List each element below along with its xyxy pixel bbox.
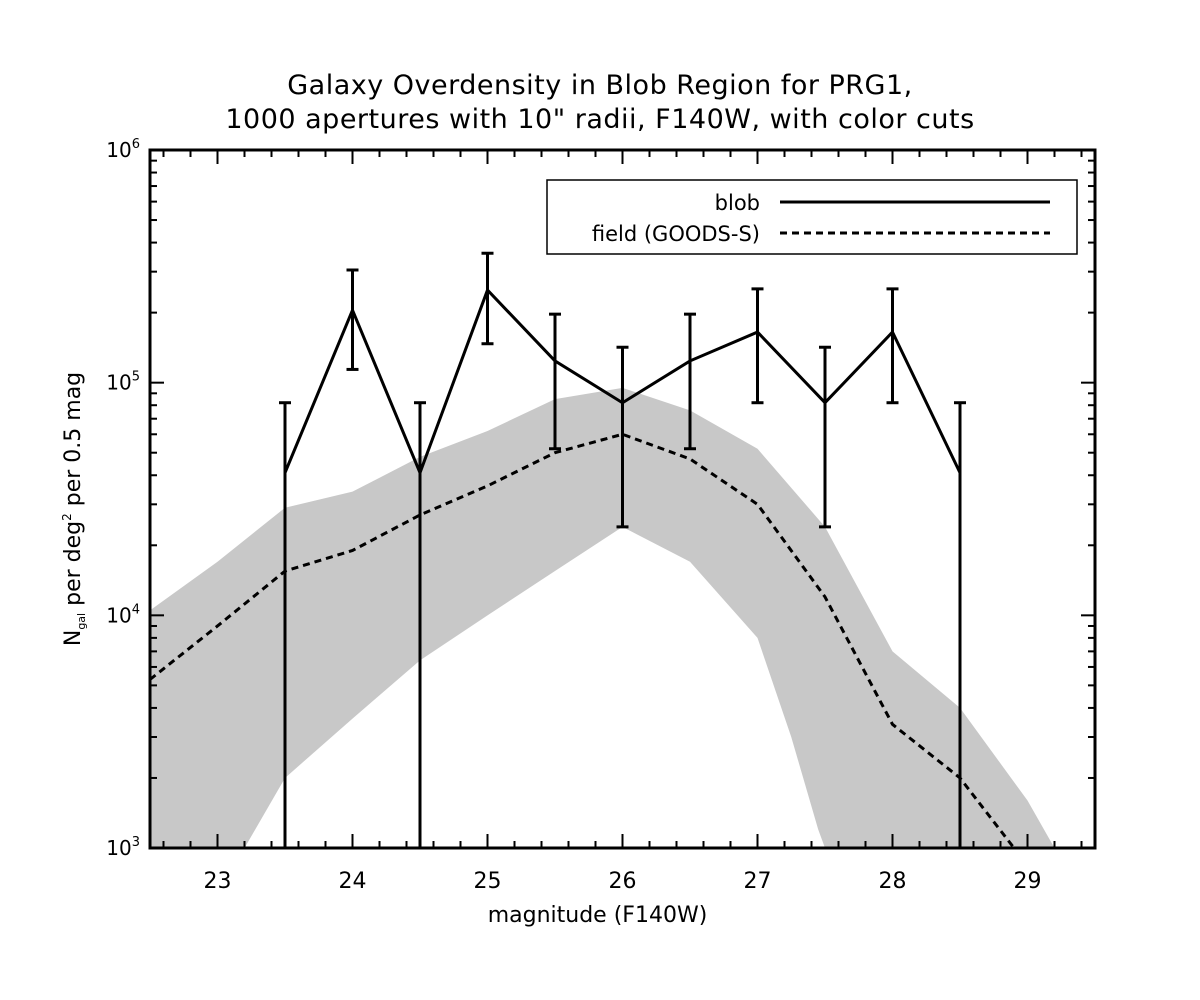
chart-title: Galaxy Overdensity in Blob Region for PR…	[287, 70, 913, 101]
y-tick-label: 103	[106, 835, 140, 860]
y-tick-label: 105	[106, 370, 140, 395]
y-axis-label: Ngal per deg2 per 0.5 mag	[60, 372, 88, 646]
legend: blob field (GOODS-S)	[546, 179, 1078, 255]
axes: 23 24 25 26 27 28 29 103 104 105 106 magnitude (F14…	[60, 137, 1097, 928]
x-tick-label: 25	[474, 869, 502, 894]
y-tick-label: 104	[106, 602, 140, 627]
y-tick-label: 106	[106, 137, 140, 162]
x-tick-label: 24	[339, 869, 367, 894]
field-range-band	[150, 387, 1055, 848]
legend-box	[546, 179, 1078, 255]
x-tick-label: 27	[744, 869, 772, 894]
x-tick-label: 26	[609, 869, 637, 894]
x-tick-label: 28	[879, 869, 907, 894]
chart-subtitle: 1000 apertures with 10" radii, F140W, wi…	[225, 104, 975, 135]
legend-label: blob	[715, 191, 760, 215]
x-axis-label: magnitude (F140W)	[488, 903, 708, 928]
x-tick-label: 29	[1014, 869, 1042, 894]
x-tick-label: 23	[204, 869, 232, 894]
legend-label: field (GOODS-S)	[592, 222, 760, 246]
series-layer	[150, 251, 1016, 848]
band-area	[150, 387, 1055, 848]
series-line-field	[150, 432, 1016, 848]
